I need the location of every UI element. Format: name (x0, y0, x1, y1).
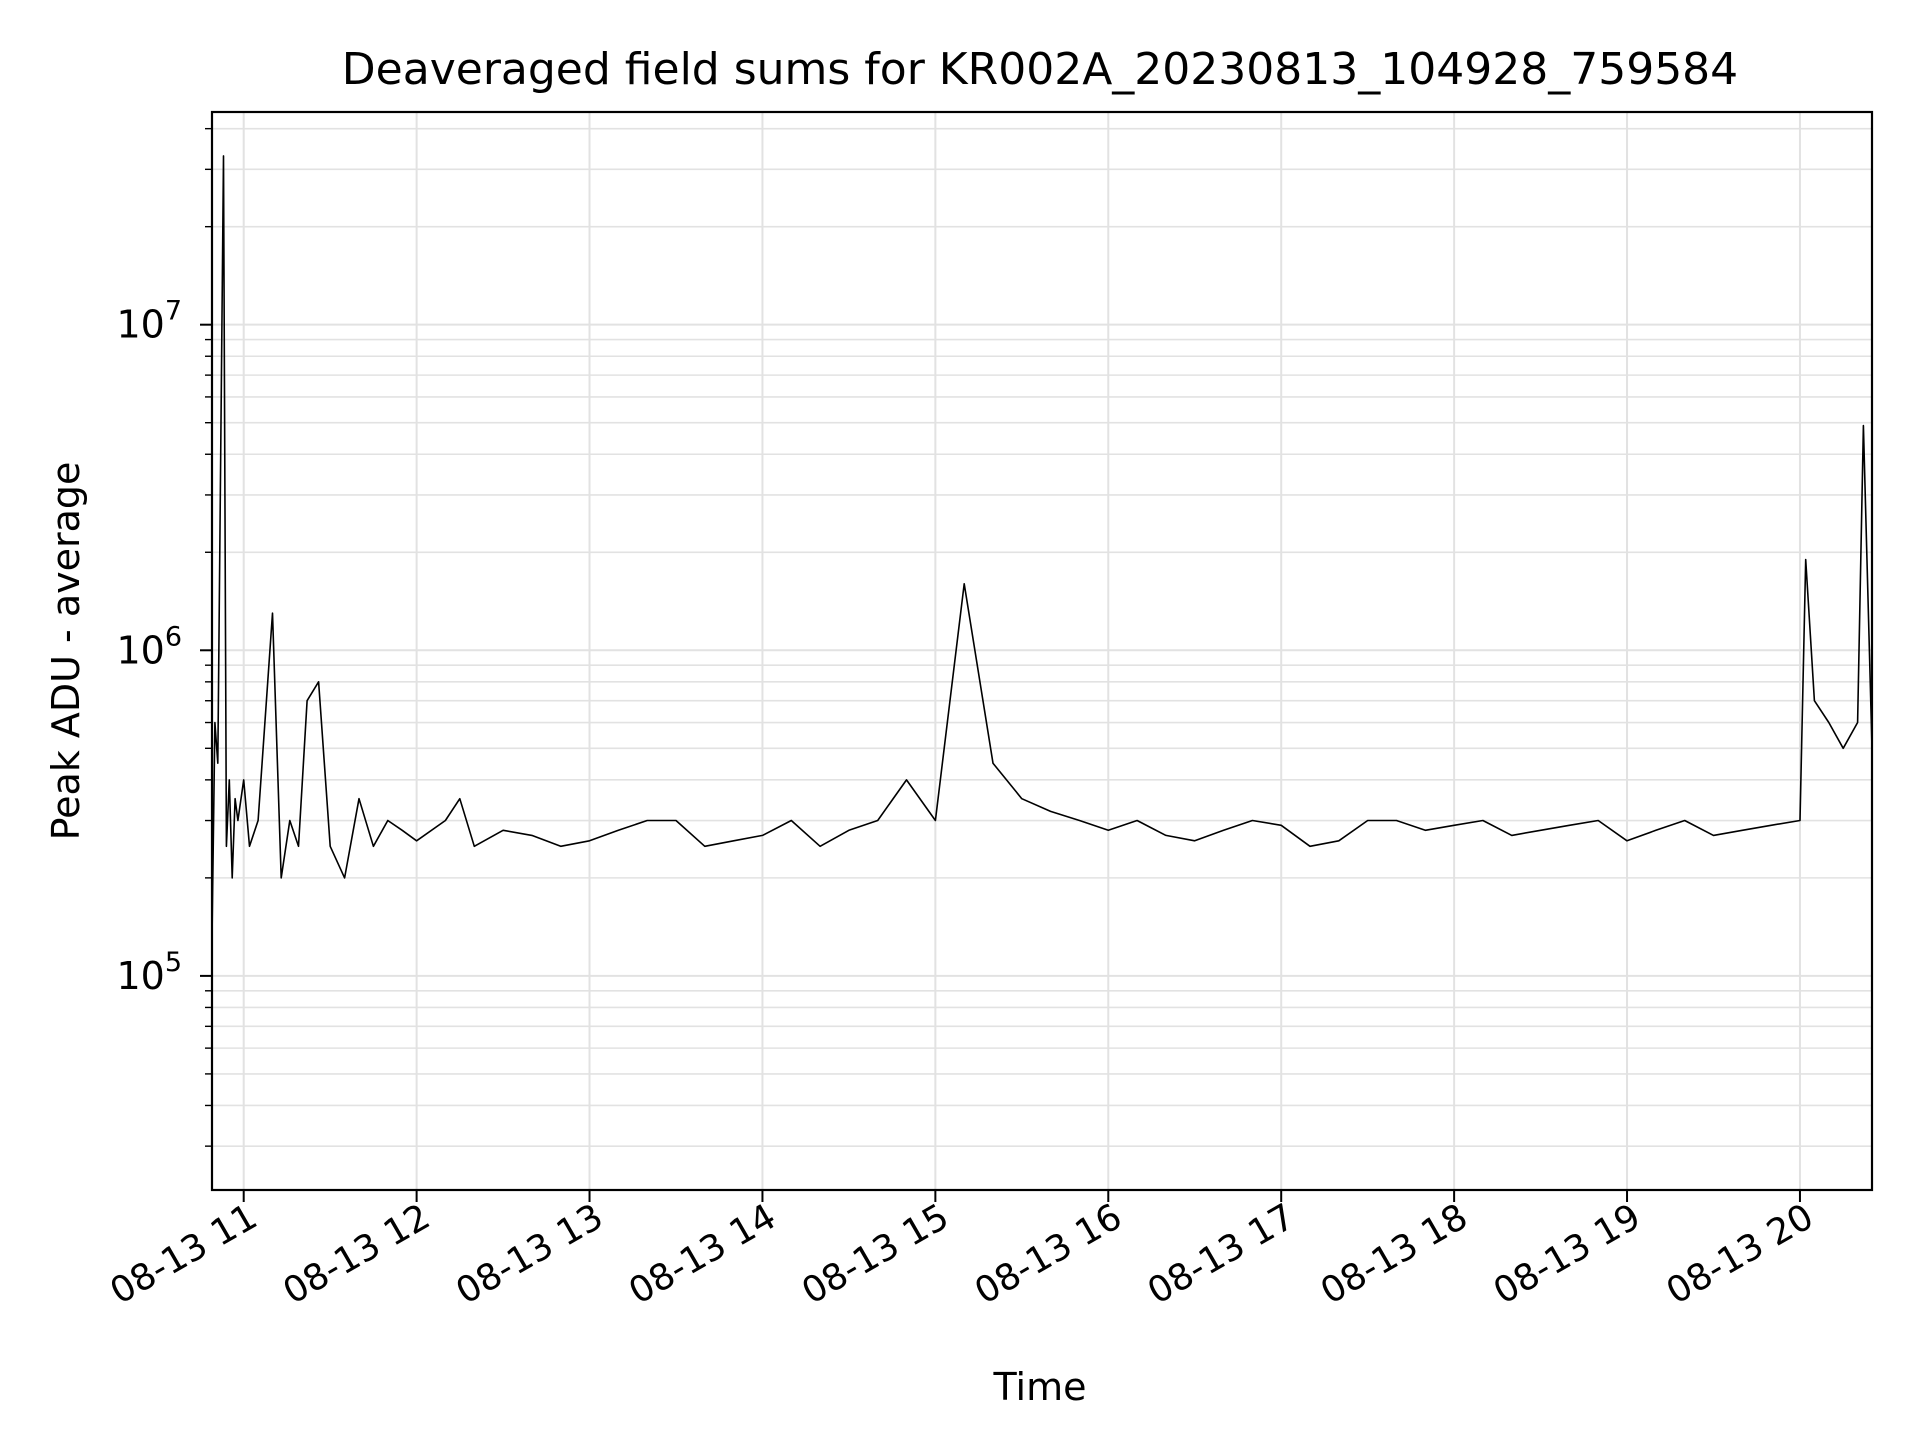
series-line (211, 155, 1873, 939)
y-axis-label: Peak ADU - average (44, 462, 88, 841)
y-tick-label: 106 (116, 621, 182, 672)
chart-title: Deaveraged field sums for KR002A_2023081… (342, 44, 1738, 95)
x-axis-label: Time (993, 1365, 1087, 1409)
y-tick-label: 107 (116, 296, 182, 347)
y-axis: 105 106 107 (116, 127, 212, 1147)
series-layer (211, 155, 1873, 939)
y-tick-label: 105 (116, 947, 182, 998)
